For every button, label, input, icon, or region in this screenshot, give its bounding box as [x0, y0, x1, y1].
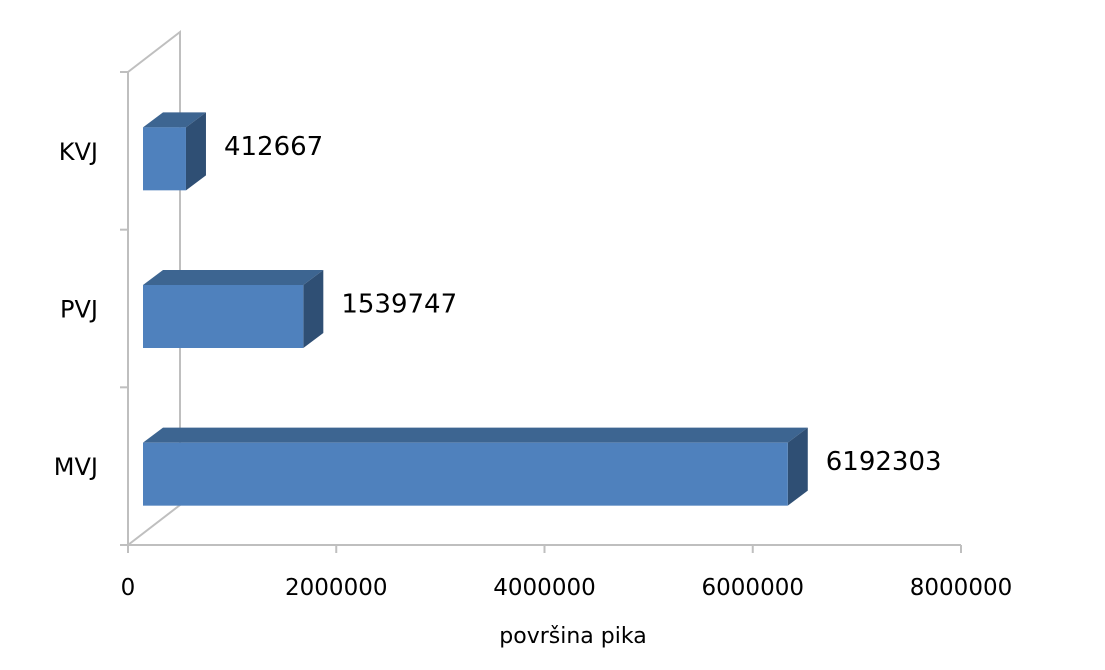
category-labels: KVJ PVJ MVJ [54, 138, 98, 481]
x-tick-label: 2000000 [285, 575, 387, 601]
bars-group [143, 112, 808, 506]
category-label-mvj: MVJ [54, 453, 98, 481]
bar-side-face [787, 427, 808, 506]
bar-front-face [143, 127, 186, 191]
data-labels: 412667 1539747 6192303 [224, 132, 942, 477]
bar-mvj [143, 427, 808, 506]
data-label-mvj: 6192303 [826, 447, 942, 477]
x-axis: 0 2000000 4000000 6000000 8000000 [121, 545, 1012, 601]
bar-kvj [143, 112, 206, 191]
category-label-pvj: PVJ [60, 296, 98, 324]
data-label-pvj: 1539747 [341, 290, 457, 320]
bar-side-face [303, 270, 324, 348]
bar-side-face [185, 112, 206, 191]
bar-top-face [143, 427, 808, 443]
x-tick-label: 6000000 [702, 575, 804, 601]
x-tick-label: 0 [121, 575, 136, 601]
x-tick-label: 4000000 [493, 575, 595, 601]
x-tick-label: 8000000 [910, 575, 1012, 601]
bar-top-face [143, 270, 324, 285]
bar-front-face [143, 285, 304, 348]
bar-front-face [143, 442, 788, 506]
bar-pvj [143, 270, 324, 348]
bar-top-face [143, 112, 206, 128]
data-label-kvj: 412667 [224, 132, 323, 162]
back-wall-outline [127, 29, 181, 546]
category-label-kvj: KVJ [59, 138, 98, 166]
x-axis-title: površina pika [499, 624, 646, 649]
